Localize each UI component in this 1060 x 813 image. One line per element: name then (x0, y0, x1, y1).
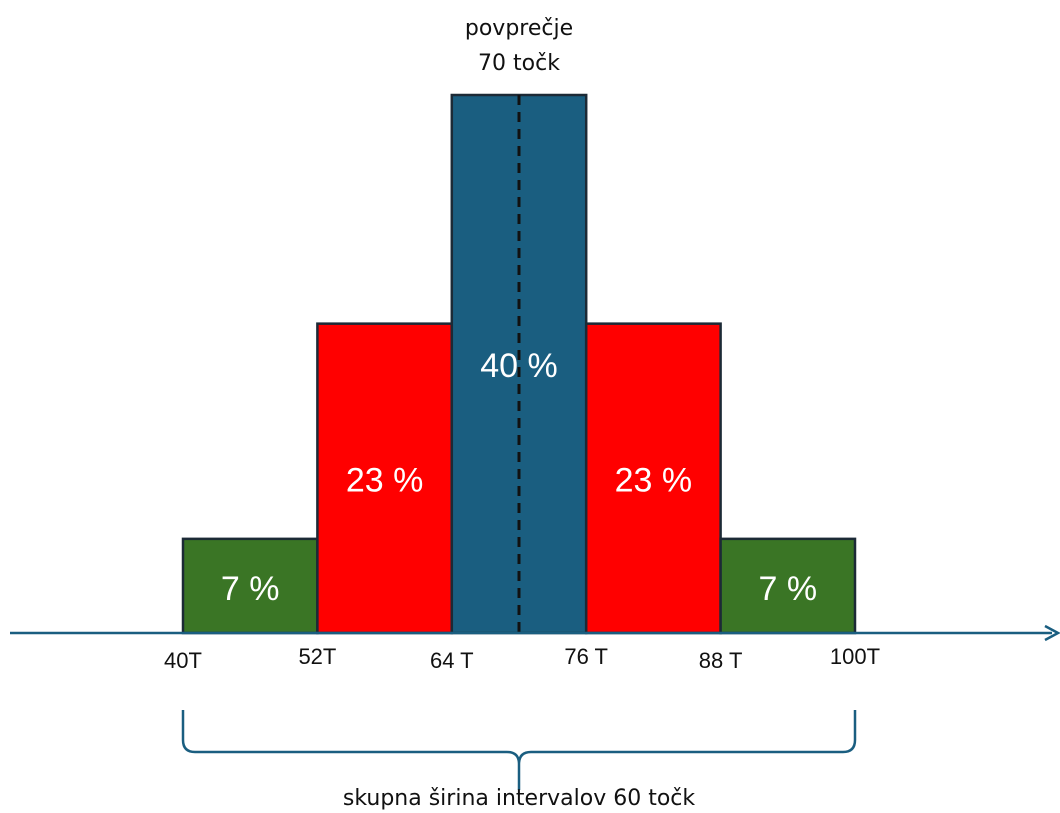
tick-labels-group: 40T 52T 64 T 76 T 88 T 100T (164, 644, 880, 673)
mean-label-line1: povprečje (465, 16, 573, 41)
span-brace (183, 710, 855, 790)
tick-label-2: 64 T (430, 648, 474, 673)
tick-label-4: 88 T (699, 648, 743, 673)
bar-value-label-1: 23 % (346, 462, 424, 500)
bar-value-label-3: 23 % (615, 462, 693, 500)
tick-label-0: 40T (164, 648, 202, 673)
bar-value-label-4: 7 % (759, 570, 818, 608)
tick-label-1: 52T (298, 644, 336, 669)
bars-group: 7 %23 %40 %23 %7 % (183, 95, 855, 633)
mean-label-line2: 70 točk (478, 51, 560, 76)
span-annotation: skupna širina intervalov 60 točk (343, 786, 696, 811)
tick-label-5: 100T (830, 644, 880, 669)
bar-value-label-0: 7 % (221, 570, 280, 608)
tick-label-3: 76 T (564, 644, 608, 669)
